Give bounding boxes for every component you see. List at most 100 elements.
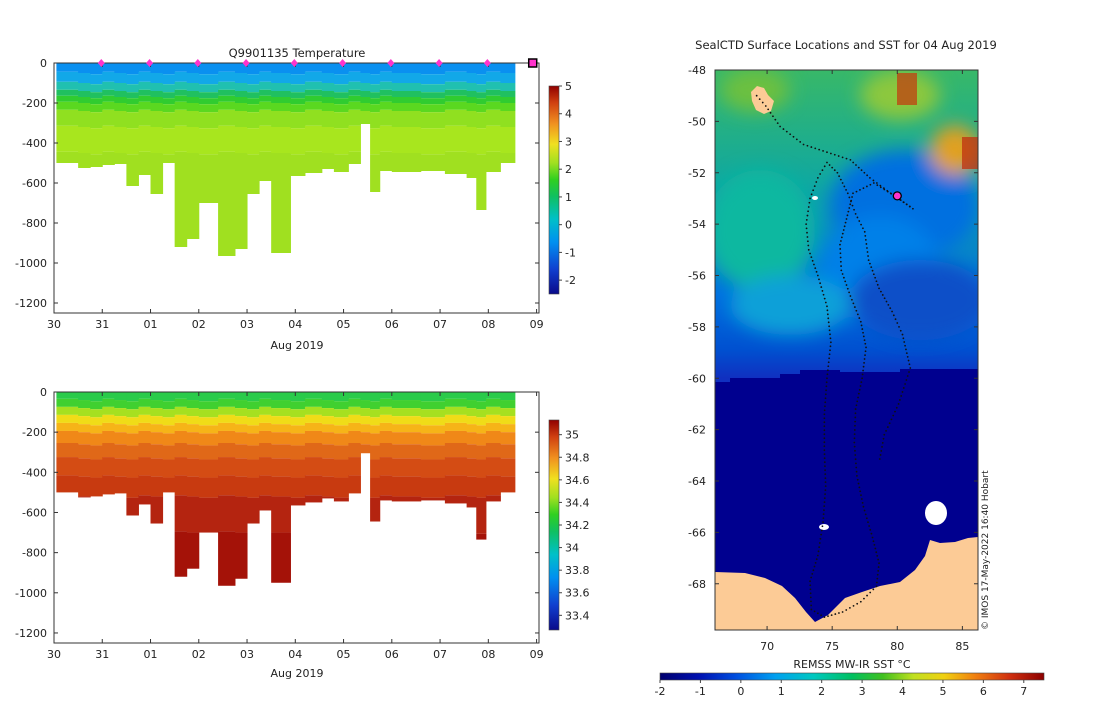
track-point	[853, 208, 855, 211]
track-point	[841, 273, 844, 275]
profile-layer	[150, 97, 164, 103]
profile-layer	[218, 63, 236, 72]
track-point	[870, 532, 873, 535]
track-point	[854, 412, 857, 415]
profile-layer	[370, 401, 381, 410]
profile-layer	[379, 95, 393, 102]
track-point	[872, 540, 875, 543]
y-tick-label: -400	[22, 466, 47, 479]
profile-layer	[391, 127, 422, 153]
profile-layer	[304, 457, 323, 476]
track-point	[827, 365, 830, 368]
track-point	[843, 185, 846, 188]
profile-layer	[150, 458, 164, 477]
track-point	[872, 273, 875, 276]
track-point	[857, 482, 860, 485]
track-point	[902, 387, 905, 389]
profile-column-17	[290, 63, 306, 176]
profile-layer	[379, 430, 393, 444]
profile-layer	[186, 91, 200, 97]
profile-layer	[290, 92, 306, 99]
profile-layer	[78, 83, 91, 91]
profile-layer	[56, 398, 79, 407]
track-point	[897, 403, 900, 405]
profile-layer	[234, 91, 248, 97]
track-point	[855, 190, 858, 193]
profile-layer	[186, 458, 200, 477]
track-point	[823, 417, 826, 420]
profile-column-19	[321, 392, 335, 499]
profile-layer	[360, 416, 371, 425]
profile-layer	[162, 445, 176, 460]
profile-layer	[162, 112, 176, 129]
track-point	[813, 565, 816, 568]
track-point	[867, 521, 869, 524]
profile-layer	[78, 424, 91, 433]
profile-column-16	[271, 63, 291, 253]
profile-layer	[271, 73, 291, 83]
track-point	[842, 229, 845, 231]
track-point	[879, 454, 882, 456]
profile-layer	[234, 83, 248, 91]
track-point	[850, 298, 853, 301]
latest-profile-marker[interactable]	[527, 58, 538, 68]
track-point	[814, 147, 817, 150]
profile-layer	[102, 392, 115, 399]
track-point	[828, 353, 831, 356]
track-point	[828, 357, 831, 360]
profile-layer	[348, 392, 361, 399]
track-point	[822, 293, 825, 296]
lat-tick-label: -50	[688, 115, 706, 128]
profile-layer	[304, 398, 323, 407]
track-point	[856, 400, 859, 403]
profile-layer	[444, 475, 468, 496]
profile-layer	[90, 425, 103, 434]
profile-layer	[360, 400, 371, 409]
profile-layer	[90, 417, 103, 426]
profile-layer	[476, 392, 487, 402]
track-point	[876, 554, 879, 557]
track-point	[782, 128, 785, 130]
profile-layer	[247, 409, 260, 418]
profile-layer	[290, 84, 306, 93]
profile-layer	[290, 401, 306, 410]
track-point	[809, 197, 811, 200]
profile-layer	[259, 101, 272, 110]
profile-layer	[485, 63, 501, 72]
track-point	[872, 588, 875, 591]
profile-layer	[162, 459, 176, 478]
profile-layer	[290, 425, 306, 434]
profile-column-19	[321, 63, 335, 169]
track-point	[839, 256, 842, 259]
profile-layer	[500, 111, 516, 127]
profile-layer	[271, 408, 291, 417]
track-point	[859, 600, 862, 603]
sst-cool-southwest	[730, 275, 850, 335]
track-point	[853, 306, 856, 308]
track-point	[822, 521, 824, 524]
sst-cold-southern-ocean	[715, 369, 978, 630]
track-point	[805, 227, 808, 230]
track-point	[823, 433, 826, 436]
profile-layer	[321, 73, 335, 83]
profile-layer	[114, 103, 127, 111]
profile-layer	[150, 73, 164, 83]
x-tick-label: 01	[144, 318, 158, 331]
track-point	[894, 318, 897, 321]
track-point	[869, 591, 872, 594]
profile-column-27	[444, 392, 468, 504]
ice-gap-west	[819, 524, 829, 530]
profile-layer	[379, 392, 393, 399]
profile-layer	[370, 497, 381, 522]
lat-tick-label: -58	[688, 321, 706, 334]
profile-layer	[444, 406, 468, 415]
track-point	[811, 572, 814, 575]
x-tick-label: 06	[385, 648, 399, 661]
current-location-marker[interactable]	[892, 191, 902, 201]
profile-column-8	[162, 392, 176, 493]
profile-layer	[198, 401, 219, 410]
profile-layer	[391, 111, 422, 127]
profile-layer	[56, 430, 79, 444]
profile-layer	[218, 89, 236, 96]
track-point	[806, 240, 809, 243]
